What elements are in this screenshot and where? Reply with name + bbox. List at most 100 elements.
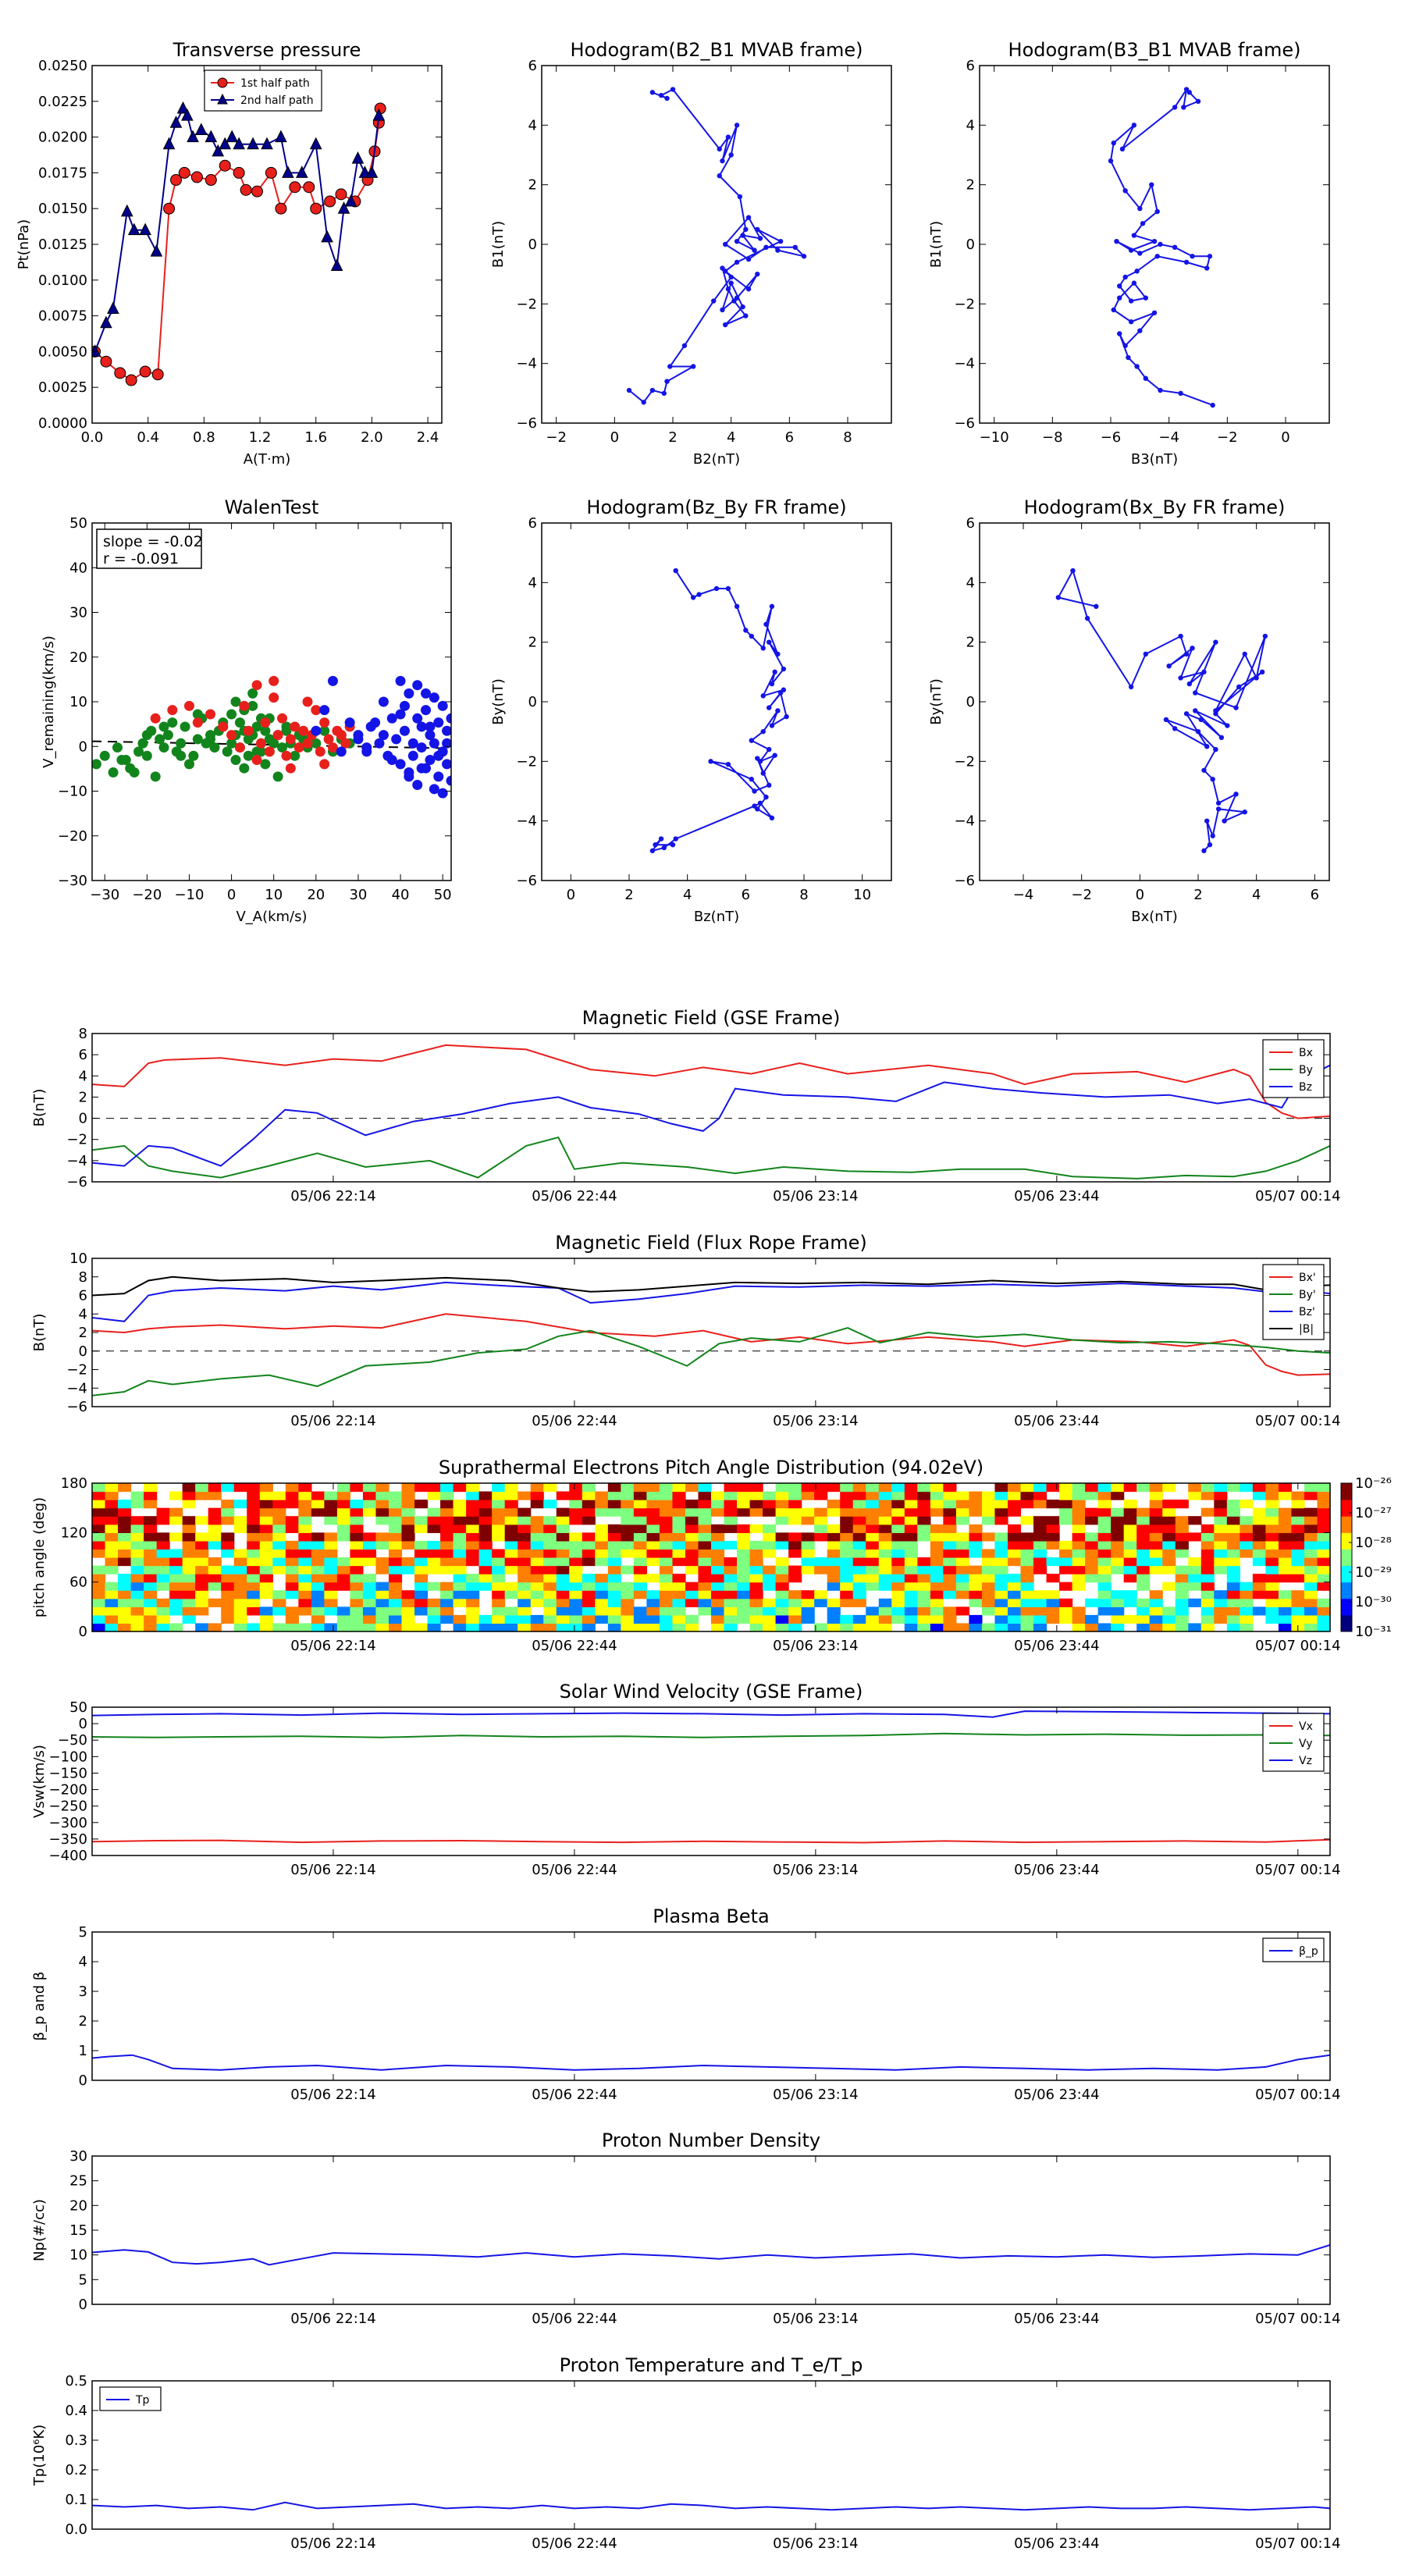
heatmap-cell [685,1540,699,1550]
y-tick-label: 0 [79,738,87,755]
heatmap-cell [1265,1507,1279,1517]
data-point [769,681,775,687]
data-point [1210,777,1215,782]
chart-title: Suprathermal Electrons Pitch Angle Distr… [439,1457,984,1478]
y-tick-label: 0 [528,237,537,253]
heatmap-cell [1033,1614,1048,1624]
data-point [734,603,740,610]
heatmap-cell [543,1540,557,1550]
heatmap-cell [169,1598,183,1607]
heatmap-cell [195,1557,209,1567]
chart-title: Proton Number Density [602,2129,820,2151]
y-tick-label: 180 [61,1475,87,1492]
heatmap-cell [1278,1491,1293,1500]
data-point [728,152,734,158]
heatmap-cell [788,1565,802,1574]
heatmap-cell [621,1598,635,1607]
heatmap-cell [1046,1516,1060,1525]
heatmap-cell [144,1500,158,1509]
heatmap-cell [362,1614,377,1624]
heatmap-cell [1214,1540,1228,1550]
y-tick-label: 20 [69,649,87,666]
data-point [792,244,798,251]
heatmap-cell [144,1491,158,1500]
heatmap-cell [1007,1524,1022,1533]
heatmap-cell [1226,1507,1240,1517]
heatmap-cell [569,1623,583,1632]
heatmap-cell [827,1623,841,1632]
heatmap-cell [595,1606,609,1616]
panel-transverse-pressure: Transverse pressure0.00000.00250.00500.0… [16,39,443,468]
data-point [205,709,216,720]
heatmap-cell [221,1532,235,1542]
heatmap-cell [1046,1540,1060,1550]
heatmap-cell [118,1614,132,1624]
heatmap-cell [1020,1549,1034,1558]
data-point [1181,105,1186,110]
data-point [295,165,308,178]
heatmap-cell [672,1598,686,1607]
heatmap-cell [1136,1582,1151,1591]
heatmap-cell [221,1590,235,1599]
heatmap-cell [414,1549,429,1558]
heatmap-cell [324,1549,338,1558]
data-point [1117,295,1122,301]
heatmap-cell [414,1606,429,1616]
heatmap-cell [247,1532,261,1542]
series-line [92,2501,1330,2511]
heatmap-cell [891,1557,905,1567]
y-tick-label: −100 [49,1749,87,1765]
data-point [740,233,745,238]
heatmap-cell [1046,1483,1060,1493]
heatmap-cell [478,1491,493,1500]
heatmap-cell [362,1606,377,1616]
heatmap-cell [518,1565,532,1574]
heatmap-cell [208,1540,222,1550]
colorbar-tick-label: 10⁻²⁸ [1355,1535,1392,1551]
axes-frame [91,1033,1331,1183]
data-point [194,123,208,135]
heatmap-cell [1136,1532,1151,1542]
heatmap-cell [930,1483,944,1493]
heatmap-cell [724,1524,738,1533]
heatmap-cell [1149,1549,1163,1558]
data-point [737,194,743,200]
heatmap-cell [1252,1507,1266,1517]
heatmap-cell [401,1540,415,1550]
heatmap-cell [711,1582,725,1591]
heatmap-cell [1214,1590,1228,1599]
heatmap-cell [711,1623,725,1632]
heatmap-cell [504,1500,518,1509]
y-tick-label: 6 [966,58,975,74]
heatmap-cell [221,1483,235,1493]
y-tick-label: 0 [79,1343,87,1360]
heatmap-cell [285,1516,299,1525]
heatmap-cell [1265,1598,1279,1607]
heatmap-cell [1265,1606,1279,1616]
heatmap-cell [607,1549,621,1558]
heatmap-cell [388,1574,403,1583]
heatmap-cell [1162,1532,1176,1542]
heatmap-cell [724,1606,738,1616]
heatmap-cell [827,1500,841,1509]
heatmap-cell [852,1483,866,1493]
heatmap-cell [1291,1549,1305,1558]
heatmap-cell [840,1524,854,1533]
heatmap-cell [247,1500,261,1509]
heatmap-cell [414,1582,429,1591]
heatmap-cell [492,1507,506,1517]
heatmap-cell [285,1590,299,1599]
heatmap-cell [518,1574,532,1583]
heatmap-cell [92,1491,106,1500]
x-tick-label: −4 [1013,887,1034,903]
legend-label: By [1299,1064,1313,1076]
heatmap-cell [556,1516,570,1525]
heatmap-cell [156,1532,170,1542]
axes-frame [91,1706,1331,1856]
heatmap-cell [1046,1606,1060,1616]
heatmap-cell [788,1540,802,1550]
data-point [1213,639,1218,645]
